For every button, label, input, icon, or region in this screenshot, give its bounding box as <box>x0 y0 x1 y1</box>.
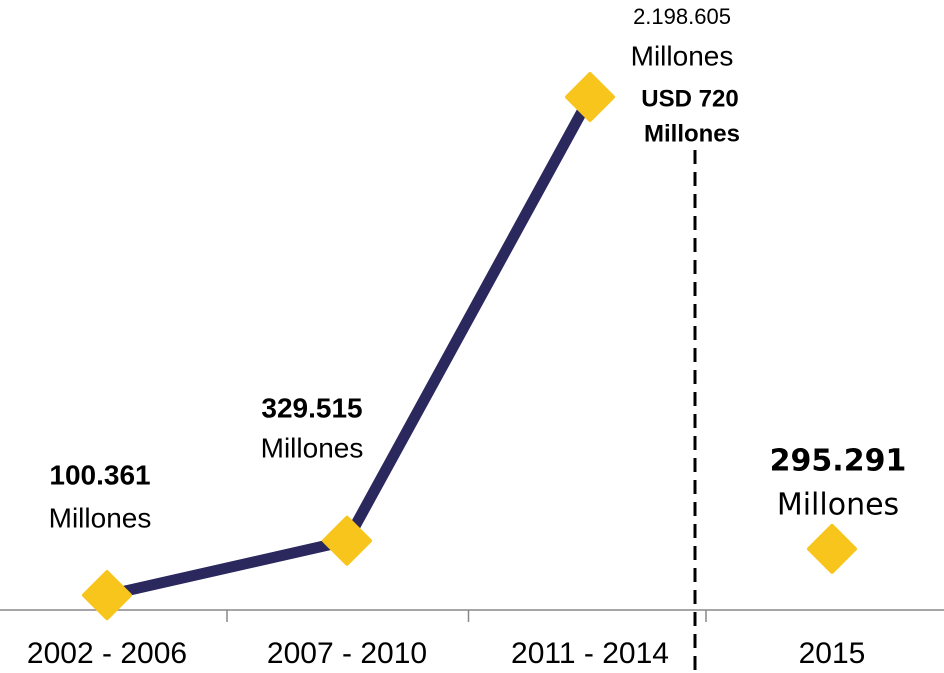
marker <box>807 523 857 574</box>
unit-label: Millones <box>49 502 152 533</box>
marker <box>565 72 615 122</box>
annotation: USD 720 <box>641 85 738 112</box>
value-label: 100.361 <box>49 459 150 490</box>
x-tick-label: 2011 - 2014 <box>511 637 669 670</box>
x-tick-label: 2002 - 2006 <box>27 637 187 670</box>
unit-label: Millones <box>261 432 364 463</box>
value-label: 295.291 <box>770 444 907 479</box>
marker <box>322 515 372 566</box>
x-tick-label: 2015 <box>799 637 866 670</box>
unit-label: Millones <box>777 488 899 523</box>
value-label: 2.198.605 <box>633 4 731 29</box>
value-label: 329.515 <box>261 392 362 423</box>
marker <box>82 570 132 621</box>
unit-label: Millones <box>631 40 734 71</box>
annotation: Millones <box>644 120 740 147</box>
x-tick-label: 2007 - 2010 <box>267 637 427 670</box>
